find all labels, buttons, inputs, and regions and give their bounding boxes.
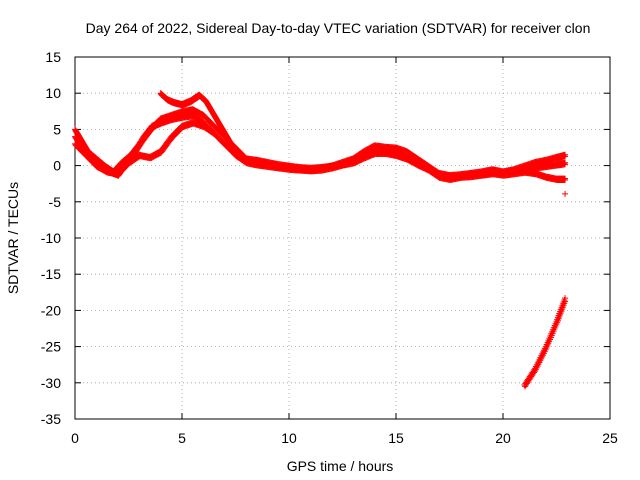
series-descending-track bbox=[521, 295, 569, 390]
series-isolated-point bbox=[562, 190, 569, 197]
y-tick-label: -25 bbox=[41, 339, 61, 355]
y-tick-label: -35 bbox=[41, 411, 61, 427]
x-tick-label: 15 bbox=[388, 430, 404, 446]
grid-lines bbox=[75, 57, 610, 419]
y-tick-label: 10 bbox=[45, 85, 61, 101]
series-track-c bbox=[72, 119, 569, 184]
x-tick-label: 0 bbox=[71, 430, 79, 446]
x-axis-label: GPS time / hours bbox=[287, 458, 394, 474]
data-point bbox=[562, 175, 569, 182]
x-tick-label: 20 bbox=[495, 430, 511, 446]
x-tick-label: 5 bbox=[178, 430, 186, 446]
data-point bbox=[227, 139, 234, 146]
data-point bbox=[562, 159, 569, 166]
data-point bbox=[562, 295, 569, 302]
data-point bbox=[228, 140, 235, 147]
x-tick-label: 25 bbox=[602, 430, 618, 446]
series-track-d bbox=[157, 90, 235, 148]
y-tick-label: 15 bbox=[45, 49, 61, 65]
axis-ticks bbox=[74, 56, 611, 420]
y-tick-label: -15 bbox=[41, 266, 61, 282]
chart-title: Day 264 of 2022, Sidereal Day-to-day VTE… bbox=[86, 20, 591, 36]
tick-labels: 0 5 10 15 20 25 15 10 5 0 -5 -10 -15 -20 -25 -30 -35 bbox=[41, 49, 618, 446]
data-point bbox=[562, 190, 569, 197]
y-tick-label: -5 bbox=[49, 194, 62, 210]
y-axis-label: SDTVAR / TECUs bbox=[5, 182, 21, 294]
y-tick-label: -10 bbox=[41, 230, 61, 246]
y-tick-label: 0 bbox=[53, 158, 61, 174]
y-tick-label: 5 bbox=[53, 121, 61, 137]
y-tick-label: -30 bbox=[41, 375, 61, 391]
data-series bbox=[72, 90, 569, 390]
y-tick-label: -20 bbox=[41, 302, 61, 318]
x-tick-label: 10 bbox=[281, 430, 297, 446]
data-point bbox=[562, 151, 569, 158]
